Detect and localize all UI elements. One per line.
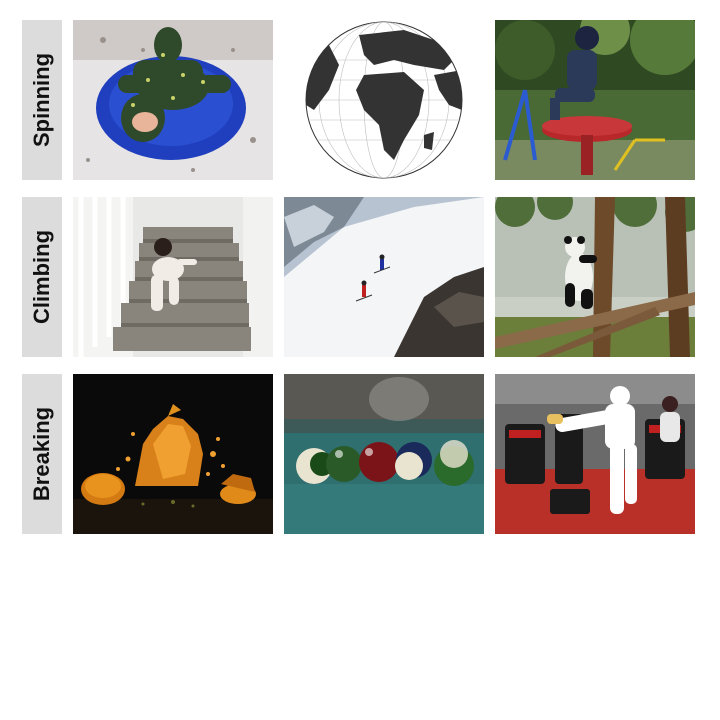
row-label: Breaking xyxy=(29,406,54,502)
image-baby-on-sled xyxy=(73,20,273,180)
row-label: Climbing xyxy=(29,229,55,325)
image-panda-tree xyxy=(495,197,695,357)
image-skiers-slope xyxy=(284,197,484,357)
image-toddler-stairs xyxy=(73,197,273,357)
image-globe xyxy=(284,20,484,180)
row-label-box: Climbing xyxy=(22,197,62,357)
row-label-box: Spinning xyxy=(22,20,62,180)
row-label: Spinning xyxy=(29,52,54,148)
image-billiard-balls xyxy=(284,374,484,534)
image-martial-arts-kick xyxy=(495,374,695,534)
image-pumpkin-explode xyxy=(73,374,273,534)
image-child-spinning-disc xyxy=(495,20,695,180)
row-label-box: Breaking xyxy=(22,374,62,534)
